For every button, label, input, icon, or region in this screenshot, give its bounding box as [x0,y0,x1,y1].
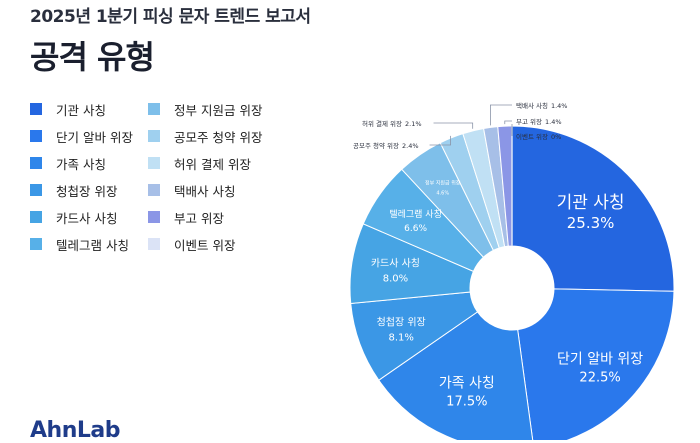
callout-label: 부고 위장 [516,117,542,126]
legend-item-ipo-subscription: 공모주 청약 위장 [148,127,262,145]
callout-value: 1.4% [545,118,562,126]
slice-label-family: 가족 사칭 [439,375,495,391]
leader-line-ipo-subscription [429,135,452,146]
legend-label: 기관 사칭 [56,102,106,118]
legend-item-part-time-job: 단기 알바 위장 [30,127,133,145]
legend-swatch [30,184,42,196]
legend-label: 이벤트 위장 [174,237,236,253]
slice-institution [511,125,675,292]
legend-swatch [148,157,160,169]
slice-value-telegram: 6.6% [404,224,427,234]
legend-item-card-company: 카드사 사칭 [30,208,117,226]
slice-label-card-company: 카드사 사칭 [371,258,420,270]
slice-value-institution: 25.3% [567,214,615,232]
legend-label: 정부 지원금 위장 [174,102,263,118]
slice-value-part-time-job: 22.5% [579,371,620,386]
slice-label-part-time-job: 단기 알바 위장 [557,352,643,368]
legend-item-telegram: 텔레그램 사칭 [30,235,129,253]
legend-swatch [30,103,42,115]
legend-swatch [148,184,160,196]
callout-label: 허위 결제 위장 [362,119,402,128]
legend-item-event: 이벤트 위장 [148,235,235,253]
legend-label: 공모주 청약 위장 [174,129,263,145]
slice-value-wedding-invitation: 8.1% [388,333,413,344]
callout-label: 이벤트 위장 [516,132,548,141]
legend-label: 부고 위장 [174,210,224,226]
legend-item-family: 가족 사칭 [30,154,106,172]
legend-swatch [148,238,160,250]
callout-fake-payment: 허위 결제 위장 2.1% [362,119,422,128]
leader-line-obituary [504,120,512,125]
leader-line-fake-payment [433,122,474,129]
legend-item-gov-subsidy: 정부 지원금 위장 [148,100,262,118]
legend-item-courier: 택배사 사칭 [148,181,235,199]
legend-label: 허위 결제 위장 [174,156,251,172]
legend-item-institution: 기관 사칭 [30,100,106,118]
legend-swatch [148,211,160,223]
legend-swatch [30,211,42,223]
slice-part-time-job [517,288,675,440]
legend-label: 단기 알바 위장 [56,129,133,145]
callout-label: 공모주 청약 위장 [353,141,399,150]
slice-label-wedding-invitation: 청첩장 위장 [377,316,426,329]
slice-value-card-company: 8.0% [383,274,408,285]
legend-item-wedding-invitation: 청첩장 위장 [30,181,117,199]
slice-label-gov-subsidy: 정부 지원금 위장 [425,180,461,187]
callout-value: 0% [551,133,561,141]
callout-obituary: 부고 위장 1.4% [516,117,562,126]
legend-swatch [30,157,42,169]
page-title: 공격 유형 [30,38,155,76]
callout-courier: 택배사 사칭 1.4% [516,101,567,110]
ahnlab-logo: AhnLab [30,418,120,443]
callout-value: 1.4% [551,102,568,110]
slice-family [378,311,534,440]
callout-event: 이벤트 위장 0% [516,132,561,141]
legend-label: 카드사 사칭 [56,210,118,226]
legend-label: 가족 사칭 [56,156,106,172]
legend-swatch [148,103,160,115]
legend-swatch [30,238,42,250]
callout-label: 택배사 사칭 [516,101,548,110]
callout-value: 2.4% [402,142,419,150]
legend-item-obituary: 부고 위장 [148,208,224,226]
report-title: 2025년 1분기 피싱 문자 트렌드 보고서 [30,7,311,27]
slice-value-gov-subsidy: 4.6% [436,191,449,197]
legend-swatch [148,130,160,142]
legend-label: 택배사 사칭 [174,183,236,199]
legend-label: 청첩장 위장 [56,183,118,199]
legend-item-fake-payment: 허위 결제 위장 [148,154,251,172]
legend-swatch [30,130,42,142]
callout-ipo-subscription: 공모주 청약 위장 2.4% [353,141,419,150]
leader-line-courier [490,104,512,126]
callout-value: 2.1% [405,120,422,128]
legend-label: 텔레그램 사칭 [56,237,129,253]
slice-label-institution: 기관 사칭 [557,193,625,213]
slice-label-telegram: 텔레그램 사칭 [389,208,442,220]
slice-value-family: 17.5% [446,394,487,409]
